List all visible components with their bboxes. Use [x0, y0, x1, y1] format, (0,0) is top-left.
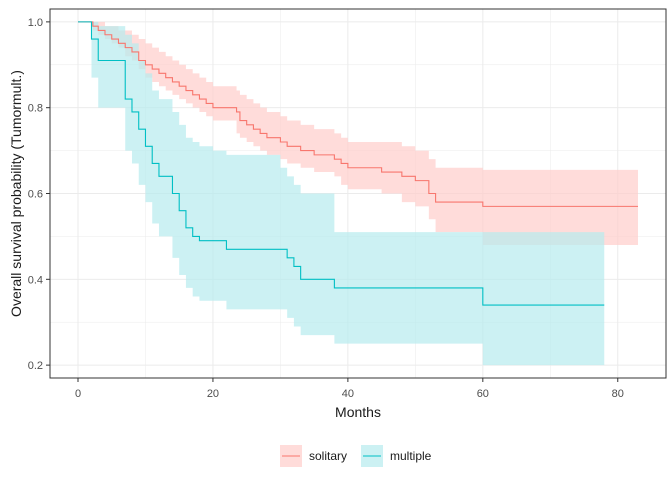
- x-tick-label: 40: [342, 388, 354, 400]
- confidence-band-multiple: [78, 21, 605, 366]
- y-tick-label: 1.0: [28, 17, 43, 29]
- legend-label-multiple: multiple: [390, 449, 432, 463]
- y-tick-label: 0.8: [28, 103, 43, 115]
- y-axis-ticks: 0.2 0.4 0.6 0.8 1.0: [28, 17, 50, 372]
- x-axis-ticks: 0 20 40 60 80: [75, 378, 624, 400]
- x-tick-label: 60: [477, 388, 489, 400]
- x-tick-label: 20: [207, 388, 219, 400]
- confidence-bands: [78, 21, 638, 366]
- y-axis-title: Overall survival probability (Tumormult.…: [8, 70, 24, 317]
- legend: solitary multiple: [280, 445, 432, 467]
- y-tick-label: 0.2: [28, 360, 43, 372]
- survival-curve-solitary: [78, 21, 638, 207]
- confidence-band-solitary: [78, 21, 638, 245]
- y-tick-label: 0.6: [28, 189, 43, 201]
- survival-curves: [78, 21, 638, 306]
- survival-curve-multiple: [78, 21, 605, 306]
- x-tick-label: 0: [75, 388, 81, 400]
- legend-label-solitary: solitary: [309, 449, 347, 463]
- x-axis-title: Months: [335, 404, 381, 420]
- y-tick-label: 0.4: [28, 274, 43, 286]
- x-tick-label: 80: [612, 388, 624, 400]
